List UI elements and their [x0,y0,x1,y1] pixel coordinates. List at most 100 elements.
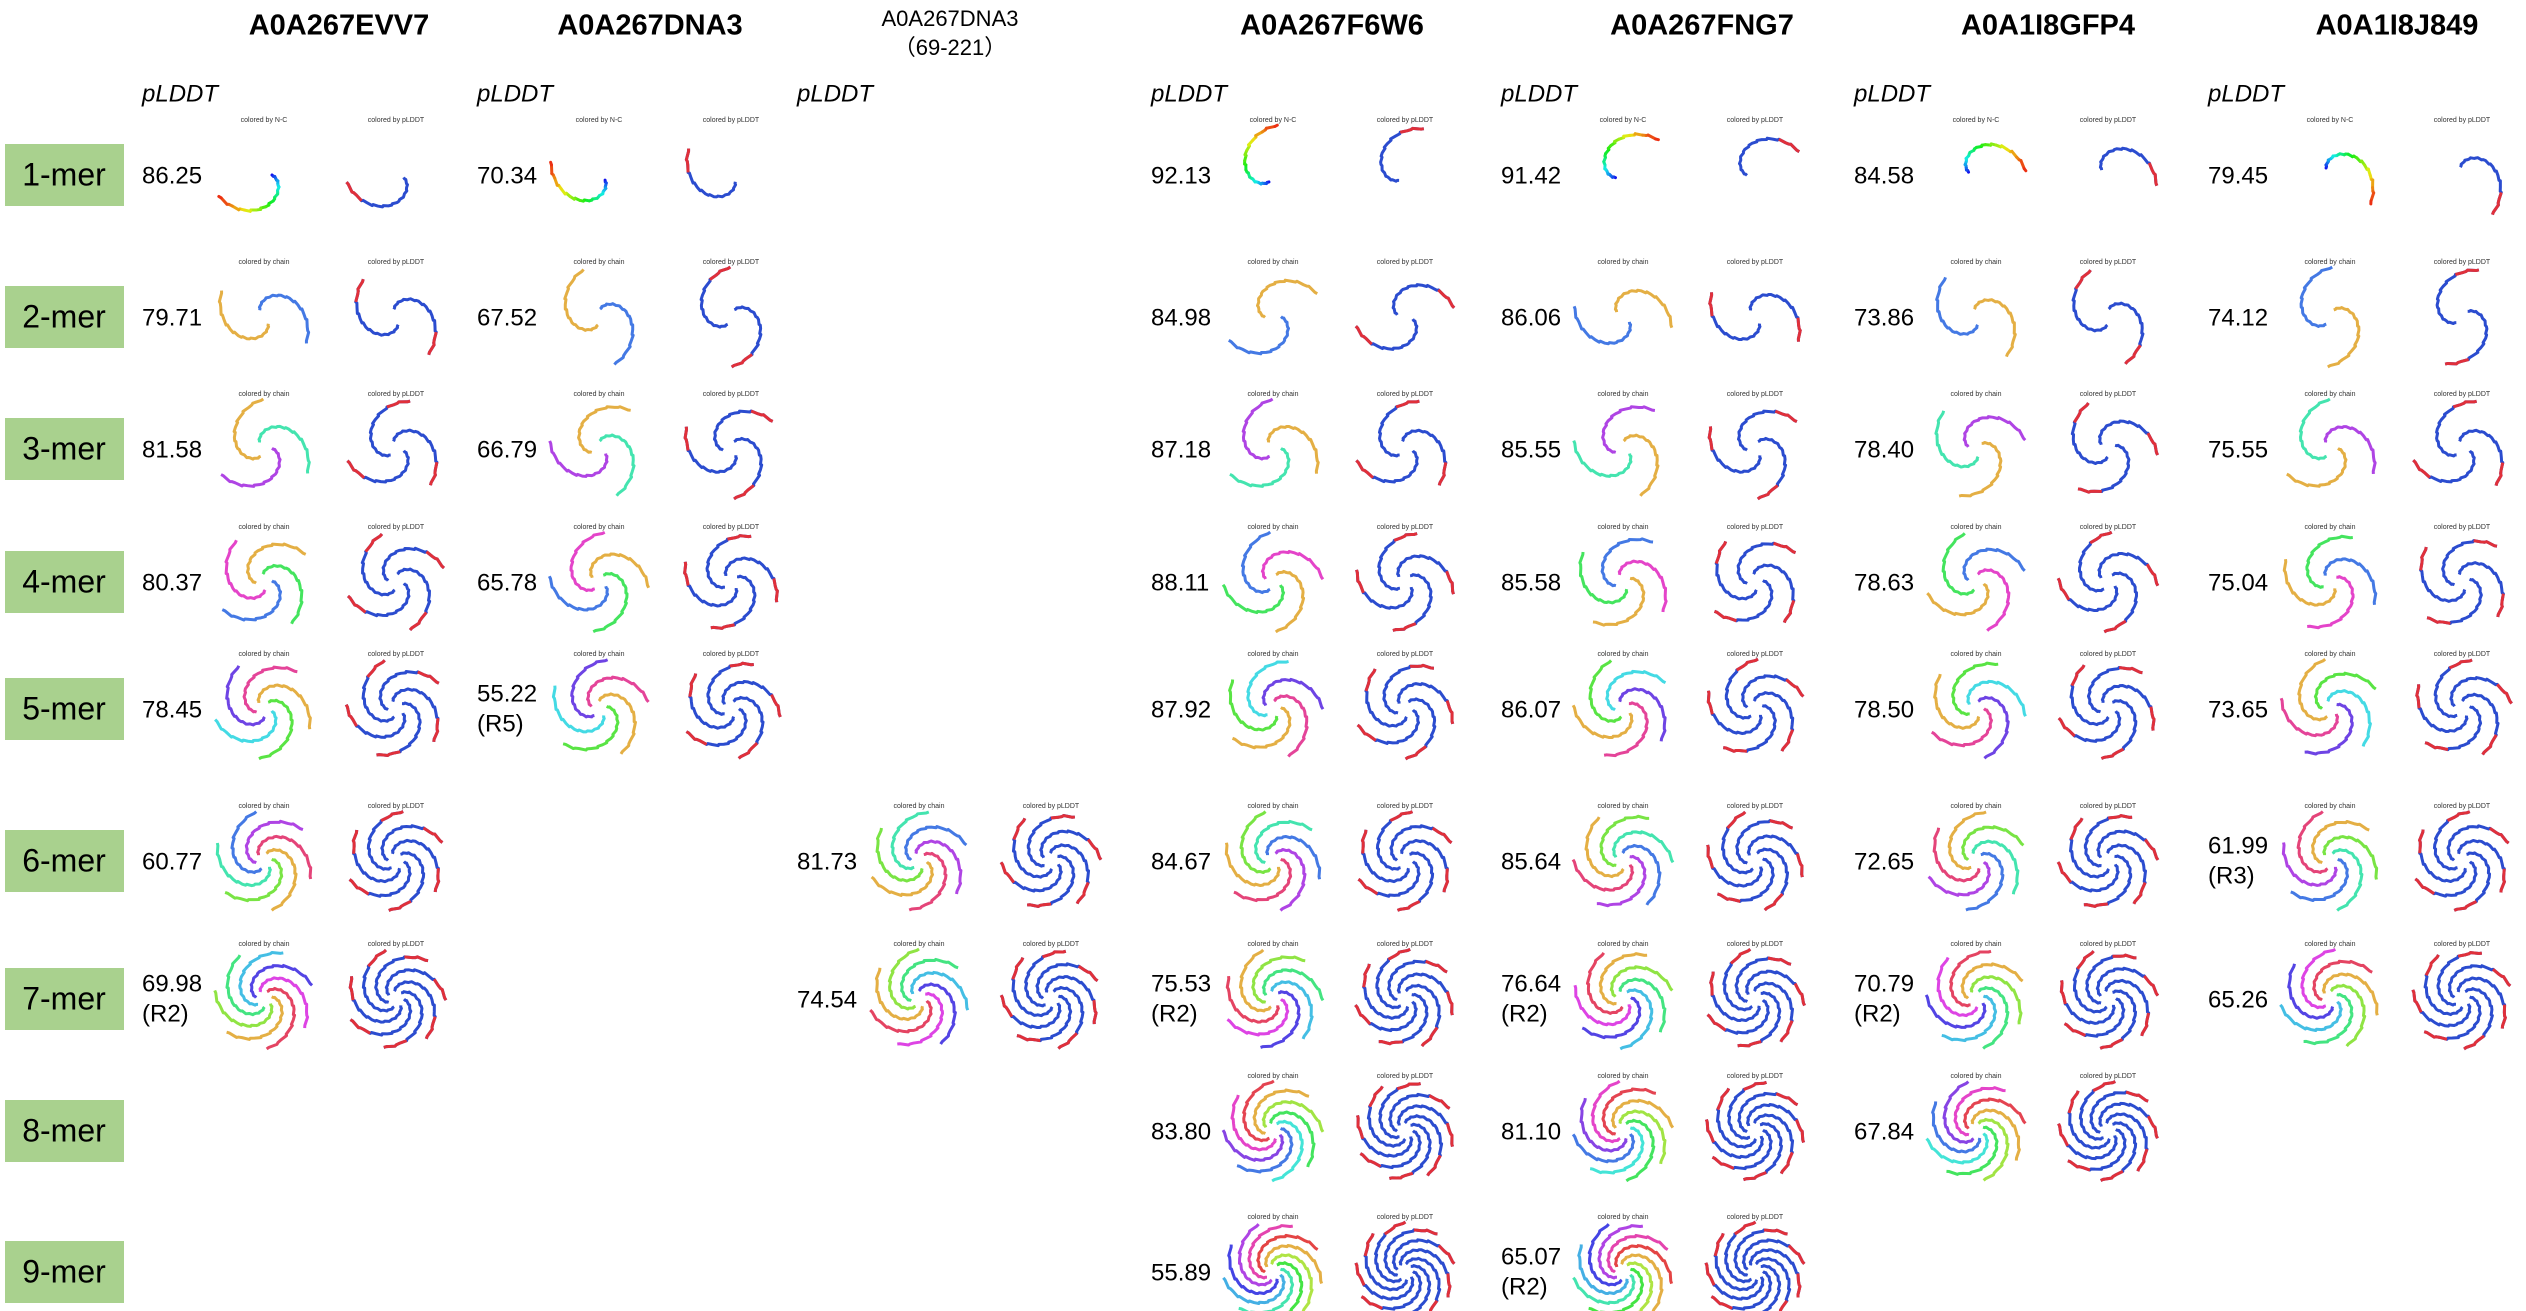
structure-chain [710,574,757,630]
structure-chain [349,998,413,1037]
structure-tail [1735,657,1759,672]
caption: colored by pLDDT [2080,651,2137,658]
structure-chain [1261,968,1325,1002]
plddt-value: 79.71 [142,304,202,331]
structure-chain [1598,952,1648,1006]
structure-image [354,278,438,356]
structure-chain [903,825,968,862]
structure-tail [710,623,735,630]
structure-image [2435,268,2489,366]
structure-chain [1229,447,1291,488]
caption: colored by pLDDT [2434,651,2491,658]
caption: colored by pLDDT [1377,117,1434,124]
structure-chain [563,268,599,332]
structure-tail [2143,975,2160,997]
structure-tail [1445,991,1454,1016]
structure-chain [586,675,650,708]
caption: colored by pLDDT [1377,259,1434,266]
caption: colored by chain [1951,651,2002,658]
structure-chain [2457,838,2506,893]
structure-chain [1973,298,2017,358]
structure-chain [1704,1262,1765,1301]
structure-tail [364,533,384,553]
structure-image [2071,269,2145,365]
structure-chain [592,571,629,634]
structure-chain [346,449,410,484]
structure-image [1222,1223,1324,1311]
structure-chain [1410,1264,1432,1311]
structure-segment [217,194,223,200]
structure-chain [256,683,312,730]
structure-tail [2112,953,2137,960]
structure-tail [999,861,1016,884]
caption: colored by chain [1598,524,1649,531]
plddt-value: 78.63 [1854,569,1914,596]
caption: colored by chain [2305,941,2356,948]
structure-image [2056,814,2160,908]
structure-tail [380,810,404,823]
plddt-value: 78.40 [1854,436,1914,463]
structure-tail [2136,1148,2149,1172]
structure-chain [914,839,963,895]
structure-chain [1255,278,1318,319]
structure-image [1926,532,2026,632]
structure-tail [2118,665,2143,675]
structure-chain [2287,963,2335,1020]
caption: colored by chain [2305,803,2356,810]
structure-chain [392,297,438,356]
structure-tail [2426,616,2451,625]
structure-tail [432,978,448,1001]
structure-chain [2104,978,2151,1037]
structure-tail [2144,838,2160,861]
row-label: 7-mer [22,980,106,1016]
structure-chain [2327,306,2361,369]
structure-chain [2412,449,2476,484]
structure-tail [772,578,779,603]
structure-chain [1619,988,1654,1051]
structure-chain [890,810,930,871]
structure-image [1356,1082,1454,1180]
structure-image [220,397,311,488]
structure-chain [1579,1097,1628,1153]
structure-chain [548,440,609,478]
caption: colored by chain [2305,259,2356,266]
caption: colored by chain [1598,1214,1649,1221]
structure-image [551,658,650,755]
structure-tail [1395,399,1420,409]
structure-tail [2500,1004,2507,1029]
structure-tail [1795,853,1804,878]
structure-chain [1252,1088,1310,1135]
structure-chain [598,433,636,497]
structure-image [2281,810,2379,912]
structure-chain [2077,443,2131,494]
structure-image [999,949,1099,1050]
plddt-value: 83.80 [1151,1118,1211,1145]
structure-tail [432,718,440,743]
structure-chain [1266,425,1320,474]
structure-image [684,148,738,199]
structure-chain [2279,697,2340,738]
plddt-value: 60.77 [142,848,202,875]
structure-image [1571,659,1667,758]
structure-image [1228,278,1318,356]
structure-image [685,661,782,760]
structure-tail [2496,593,2505,618]
plddt-label: pLDDT [1853,80,1932,107]
structure-image [1708,292,1802,342]
structure-image [2059,950,2160,1050]
structure-chain [257,293,311,344]
structure-tail [999,994,1014,1018]
structure-tail [1050,813,1075,820]
structure-chain [1264,1244,1324,1284]
structure-tail [1708,292,1714,317]
structure-image [1571,1079,1675,1183]
structure-chain [683,561,739,608]
structure-tail [1716,1087,1731,1111]
structure-chain [396,567,432,631]
structure-chain [1577,1244,1629,1296]
caption: colored by N-C [2307,117,2354,124]
structure-chain [1971,839,2020,895]
structure-tail [1437,462,1448,486]
caption: colored by chain [2305,651,2356,658]
plddt-value: 78.50 [1854,696,1914,723]
